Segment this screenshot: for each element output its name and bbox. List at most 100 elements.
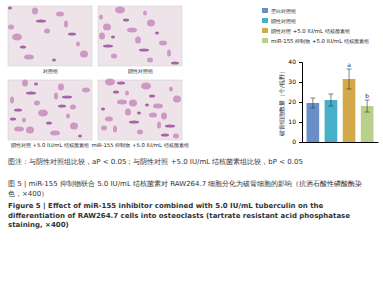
- y-tick: 0: [292, 138, 302, 145]
- stain-blob: [143, 11, 147, 16]
- photo-frame: [98, 80, 182, 140]
- stain-blob: [149, 95, 155, 98]
- stain-blob: [32, 8, 38, 15]
- error-bar: [347, 69, 352, 89]
- caption: 图 5 | miR-155 抑制物联合 5.0 IU/mL 结核菌素对 RAW2…: [8, 180, 376, 199]
- error-bar: [310, 98, 315, 108]
- stain-blob: [161, 134, 169, 137]
- bar: [325, 100, 338, 142]
- stain-blob: [99, 33, 105, 40]
- stain-blob: [8, 7, 12, 10]
- legend-swatch: [262, 28, 268, 33]
- legend-swatch: [262, 8, 268, 13]
- x-axis: [303, 142, 379, 143]
- error-cap: [347, 69, 352, 70]
- panel-label: 阴性对照组: [128, 68, 153, 74]
- micrograph: 对照组: [8, 6, 92, 74]
- stain-blob: [161, 113, 167, 120]
- error-cap: [347, 89, 352, 90]
- y-tick-label: 40: [288, 58, 296, 65]
- stain-blob: [10, 118, 16, 121]
- stain-blob: [76, 42, 80, 47]
- stain-blob: [147, 20, 155, 27]
- y-tick-mark: [299, 82, 302, 83]
- stain-blob: [78, 135, 82, 138]
- y-tick-label: 30: [288, 78, 296, 85]
- stain-blob: [14, 109, 22, 112]
- stain-blob: [58, 105, 66, 108]
- error-cap: [328, 94, 333, 95]
- stain-blob: [8, 25, 14, 30]
- stain-blob: [139, 49, 149, 52]
- stain-blob: [22, 80, 28, 87]
- legend-label: 空白对照组: [271, 8, 296, 14]
- x-axis-line: [303, 142, 379, 143]
- stain-blob: [111, 54, 117, 59]
- stain-blob: [10, 97, 14, 104]
- legend-label: 阴性对照组: [271, 18, 296, 24]
- stain-blob: [115, 7, 125, 14]
- error-cap: [365, 100, 370, 101]
- stain-blob: [147, 58, 153, 63]
- photo-frame: [8, 80, 92, 140]
- stain-blob: [101, 126, 107, 131]
- significance-mark: a: [347, 61, 351, 68]
- stain-blob: [24, 55, 34, 60]
- stain-blob: [70, 123, 78, 130]
- stain-blob: [129, 121, 139, 124]
- stain-blob: [169, 87, 173, 92]
- legend-swatch: [262, 18, 268, 23]
- error-bar: [328, 94, 333, 106]
- stain-blob: [125, 109, 131, 116]
- y-tick: 30: [288, 78, 302, 85]
- y-tick-mark: [299, 142, 302, 143]
- stain-blob: [103, 24, 111, 31]
- stain-blob: [141, 83, 151, 90]
- stain-blob: [113, 126, 117, 133]
- stain-blob: [157, 122, 161, 129]
- stain-blob: [22, 118, 26, 123]
- y-tick: 20: [288, 98, 302, 105]
- y-tick-mark: [299, 102, 302, 103]
- error-stem: [312, 98, 313, 108]
- stain-blob: [135, 37, 141, 44]
- stain-blob: [12, 34, 22, 41]
- stain-blob: [103, 45, 113, 48]
- stain-blob: [38, 110, 48, 117]
- significance-mark: b: [365, 92, 369, 99]
- micrograph: 阴性对照组: [98, 6, 182, 74]
- bar: [307, 103, 320, 142]
- stain-blob: [64, 21, 68, 28]
- panel-label: miR-155 抑制物 +5.0 IU/mL 结核菌素组: [91, 142, 188, 148]
- stain-blob: [26, 127, 34, 134]
- legend-swatch: [262, 38, 268, 43]
- stain-blob: [165, 125, 175, 128]
- legend-label: miR-155 抑制物 +5.0 IU/mL 结核菌素组: [271, 38, 369, 44]
- stain-blob: [26, 92, 36, 95]
- stain-blob: [173, 134, 179, 139]
- y-tick: 10: [288, 118, 302, 125]
- caption: Figure 5 | Effect of miR-155 inhibitor c…: [8, 202, 376, 231]
- caption: 图注：与阴性对照组比较，aP < 0.05；与阴性对照 +5.0 IU/mL 结…: [8, 158, 376, 168]
- error-cap: [310, 98, 315, 99]
- stain-blob: [20, 46, 26, 49]
- stain-blob: [105, 79, 115, 86]
- stain-blob: [66, 114, 70, 119]
- micrograph: 阴性对照 +5.0 IU/mL 结核菌素组: [8, 80, 92, 149]
- stain-blob: [123, 19, 129, 22]
- error-cap: [328, 106, 333, 107]
- y-axis-line: [299, 63, 303, 143]
- stain-blob: [52, 59, 56, 62]
- stain-blob: [14, 127, 24, 132]
- panel-label: 阴性对照 +5.0 IU/mL 结核菌素组: [11, 142, 89, 148]
- stain-blob: [105, 117, 113, 122]
- error-stem: [367, 100, 368, 112]
- stain-blob: [137, 112, 141, 115]
- error-stem: [349, 69, 350, 89]
- stain-blob: [82, 88, 90, 93]
- stain-blob: [159, 41, 167, 46]
- stain-blob: [117, 100, 127, 105]
- stain-blob: [70, 105, 76, 110]
- stain-blob: [171, 62, 179, 65]
- stain-blob: [101, 108, 105, 111]
